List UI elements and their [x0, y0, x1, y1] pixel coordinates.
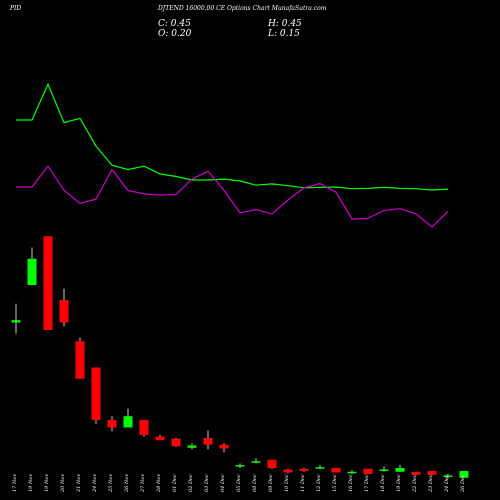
- x-tick-label: 18 Dec: [380, 474, 386, 492]
- candle: [27, 247, 37, 285]
- candle-body: [363, 468, 373, 474]
- chart-title: DJTEND 16000.00 CE Options Chart MunafaS…: [158, 5, 327, 12]
- candle: [459, 471, 469, 478]
- candle-body: [43, 236, 53, 330]
- x-tick-label: 28 Nov: [156, 474, 162, 493]
- x-tick-label: 05 Dec: [236, 474, 242, 492]
- candle: [203, 430, 213, 450]
- x-tick-label: 02 Dec: [188, 474, 194, 492]
- x-tick-label: 17 Nov: [12, 474, 18, 492]
- candle-body: [331, 468, 341, 473]
- candle-body: [11, 320, 21, 323]
- candle: [155, 435, 165, 441]
- candle: [347, 470, 357, 474]
- candle-body: [171, 438, 181, 447]
- candle: [187, 443, 197, 450]
- candle: [43, 236, 53, 330]
- candle-body: [27, 258, 37, 285]
- candle: [235, 463, 245, 468]
- candle-body: [299, 468, 309, 471]
- candle-body: [379, 469, 389, 471]
- candle-body: [459, 471, 469, 478]
- x-tick-label: 09 Dec: [268, 474, 274, 492]
- candle-body: [139, 420, 149, 435]
- x-tick-label: 12 Dec: [316, 474, 322, 492]
- candle: [299, 468, 309, 472]
- candles: [11, 236, 469, 479]
- x-tick-label: 21 Nov: [76, 474, 82, 493]
- x-tick-label: 01 Dec: [172, 474, 178, 492]
- x-tick-label: 15 Dec: [332, 474, 338, 492]
- candle: [91, 367, 101, 424]
- candle: [11, 303, 21, 334]
- x-axis-labels: 17 Nov 19 Nov 19 Nov 20 Nov 21 Nov 24 Nov 25 N…: [12, 474, 466, 493]
- candle: [379, 466, 389, 472]
- x-tick-label: 16 Dec: [348, 474, 354, 492]
- close-value: C: 0.45: [158, 19, 191, 29]
- candle-body: [411, 471, 421, 475]
- candle-body: [443, 475, 453, 477]
- x-tick-label: 19 Nov: [44, 474, 50, 492]
- candle-body: [219, 444, 229, 449]
- candle: [123, 408, 133, 428]
- x-tick-label: 19 Nov: [28, 474, 34, 492]
- x-tick-label: 10 Dec: [284, 474, 290, 492]
- candle: [411, 471, 421, 476]
- x-tick-label: 24 Dec: [444, 474, 450, 493]
- indicator-lines: [16, 82, 449, 228]
- candle: [427, 471, 437, 476]
- candle-body: [123, 416, 133, 428]
- green-line: [16, 82, 449, 191]
- candle: [219, 443, 229, 453]
- candle-body: [395, 468, 405, 472]
- candle: [331, 468, 341, 473]
- candle: [443, 474, 453, 479]
- x-tick-label: 26 Nov: [124, 474, 130, 493]
- candle-body: [283, 469, 293, 473]
- x-tick-label: 20 Nov: [60, 474, 66, 493]
- candle: [315, 465, 325, 469]
- candle: [171, 438, 181, 447]
- x-tick-label: 25 Nov: [108, 474, 114, 493]
- x-tick-label: 19 Dec: [396, 474, 402, 492]
- candle-body: [107, 420, 117, 428]
- candle-body: [155, 436, 165, 441]
- candle: [363, 468, 373, 474]
- low-value: L: 0.15: [268, 29, 300, 39]
- x-tick-label: 23 Dec: [428, 474, 434, 493]
- candle-body: [187, 445, 197, 448]
- magenta-line: [16, 165, 449, 228]
- x-tick-label: 24 Nov: [92, 474, 98, 493]
- candle-body: [59, 300, 69, 323]
- candle-body: [251, 461, 261, 463]
- candle-body: [203, 438, 213, 445]
- candle: [75, 337, 85, 379]
- candle-body: [315, 467, 325, 469]
- x-tick-label: 27 Nov: [140, 474, 146, 493]
- candle-body: [235, 465, 245, 467]
- x-tick-label: 03 Dec: [204, 474, 210, 492]
- candle: [395, 465, 405, 472]
- candle-body: [75, 341, 85, 379]
- candle: [59, 288, 69, 327]
- x-tick-label: 17 Dec: [364, 474, 370, 492]
- candle-body: [427, 471, 437, 475]
- candle: [283, 468, 293, 474]
- candle: [251, 458, 261, 464]
- candle: [139, 420, 149, 437]
- candle: [267, 459, 277, 469]
- candle: [107, 416, 117, 432]
- candle-body: [347, 471, 357, 474]
- x-tick-label: 26 Dec: [460, 474, 466, 493]
- x-tick-label: 04 Dec: [220, 474, 226, 492]
- high-value: H: 0.45: [268, 19, 302, 29]
- x-tick-label: 11 Dec: [300, 474, 306, 492]
- symbol-label: PID: [10, 5, 22, 12]
- x-tick-label: 22 Dec: [412, 474, 418, 493]
- candle-body: [267, 459, 277, 468]
- x-tick-label: 08 Dec: [252, 474, 258, 492]
- candle-body: [91, 367, 101, 420]
- open-value: O: 0.20: [158, 29, 192, 39]
